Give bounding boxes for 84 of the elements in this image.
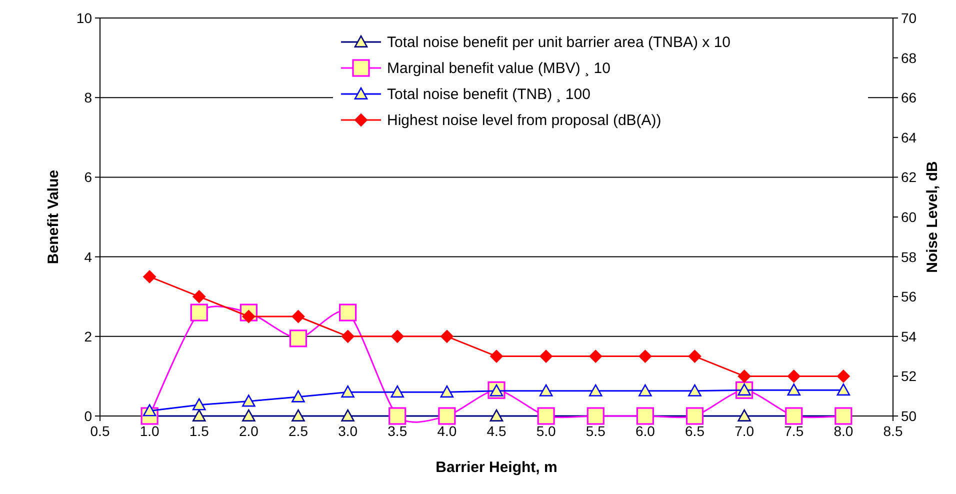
x-tick-label: 1.5: [189, 423, 210, 439]
point: [738, 370, 751, 383]
point: [192, 398, 206, 410]
x-tick-label: 5.5: [586, 423, 606, 439]
y-tick-label: 4: [84, 248, 92, 265]
legend-label: Highest noise level from proposal (dB(A)): [387, 112, 662, 129]
y2-tick-label: 66: [901, 90, 917, 106]
x-tick-label: 1.0: [140, 423, 160, 439]
x-tick-label: 8.5: [883, 423, 903, 439]
point: [588, 384, 602, 396]
legend-label: Total noise benefit per unit barrier area (TNBA) x 10: [387, 34, 730, 51]
x-tick-label: 7.5: [784, 423, 804, 439]
point: [836, 383, 850, 396]
x-tick-label: 3.0: [338, 423, 358, 439]
point: [686, 407, 704, 425]
y-axis-title: Benefit Value: [45, 170, 62, 264]
point: [341, 330, 354, 343]
point: [341, 409, 354, 422]
point: [292, 390, 305, 402]
y-tick-label: 8: [84, 90, 92, 106]
point: [438, 407, 456, 425]
point: [540, 350, 553, 363]
x-tick-label: 4.5: [486, 423, 506, 439]
point: [586, 407, 604, 425]
point: [638, 350, 652, 363]
point: [785, 407, 803, 425]
point: [490, 350, 503, 363]
point: [638, 384, 652, 396]
point: [390, 330, 404, 343]
point: [787, 370, 800, 383]
point: [490, 409, 504, 422]
x-tick-label: 8.0: [834, 423, 854, 439]
point: [292, 409, 305, 422]
point: [539, 384, 553, 396]
point: [388, 407, 406, 425]
point: [390, 385, 404, 398]
point: [143, 270, 156, 284]
x-tick-label: 5.0: [536, 423, 556, 439]
x-tick-label: 4.0: [437, 423, 457, 439]
point: [537, 407, 555, 425]
point: [688, 350, 702, 363]
x-axis-title: Barrier Height, m: [436, 459, 558, 476]
point: [341, 385, 354, 398]
point: [440, 330, 454, 343]
y2-tick-label: 58: [901, 248, 917, 265]
point: [688, 384, 702, 396]
x-tick-label: 2.5: [288, 423, 308, 439]
point: [738, 409, 751, 422]
legend-label: Total noise benefit (TNB) ¸ 100: [387, 86, 590, 103]
point: [834, 407, 852, 425]
point: [289, 330, 308, 348]
point: [836, 370, 850, 383]
y2-tick-label: 54: [901, 328, 917, 344]
point: [192, 409, 206, 422]
point: [190, 304, 208, 322]
y2-tick-label: 52: [901, 368, 917, 384]
y2-axis-title: Noise Level, dB: [924, 160, 941, 273]
point: [589, 350, 602, 363]
point: [242, 394, 256, 407]
y2-tick-label: 56: [901, 288, 917, 305]
point: [339, 304, 357, 322]
x-tick-label: 3.5: [388, 423, 408, 439]
y-tick-label: 2: [84, 328, 92, 344]
y2-tick-label: 62: [901, 169, 917, 186]
y2-tick-label: 64: [901, 129, 917, 146]
point: [636, 407, 654, 425]
y2-tick-label: 60: [901, 209, 917, 225]
point: [192, 290, 206, 304]
y-tick-label: 10: [76, 10, 92, 26]
x-tick-label: 6.0: [635, 423, 656, 439]
x-tick-label: 0.5: [90, 423, 110, 439]
point: [242, 409, 256, 422]
y-tick-label: 6: [84, 169, 92, 186]
point: [292, 310, 305, 323]
y2-tick-label: 68: [901, 50, 917, 66]
x-tick-label: 2.0: [238, 423, 259, 439]
legend-label: Marginal benefit value (MBV) ¸ 10: [387, 60, 610, 77]
y2-tick-label: 50: [901, 408, 917, 424]
x-tick-label: 6.5: [685, 423, 705, 439]
y2-tick-label: 70: [901, 10, 917, 26]
point: [440, 385, 454, 398]
y-tick-label: 0: [84, 408, 92, 424]
x-tick-label: 7.0: [734, 423, 754, 439]
point: [787, 383, 801, 396]
